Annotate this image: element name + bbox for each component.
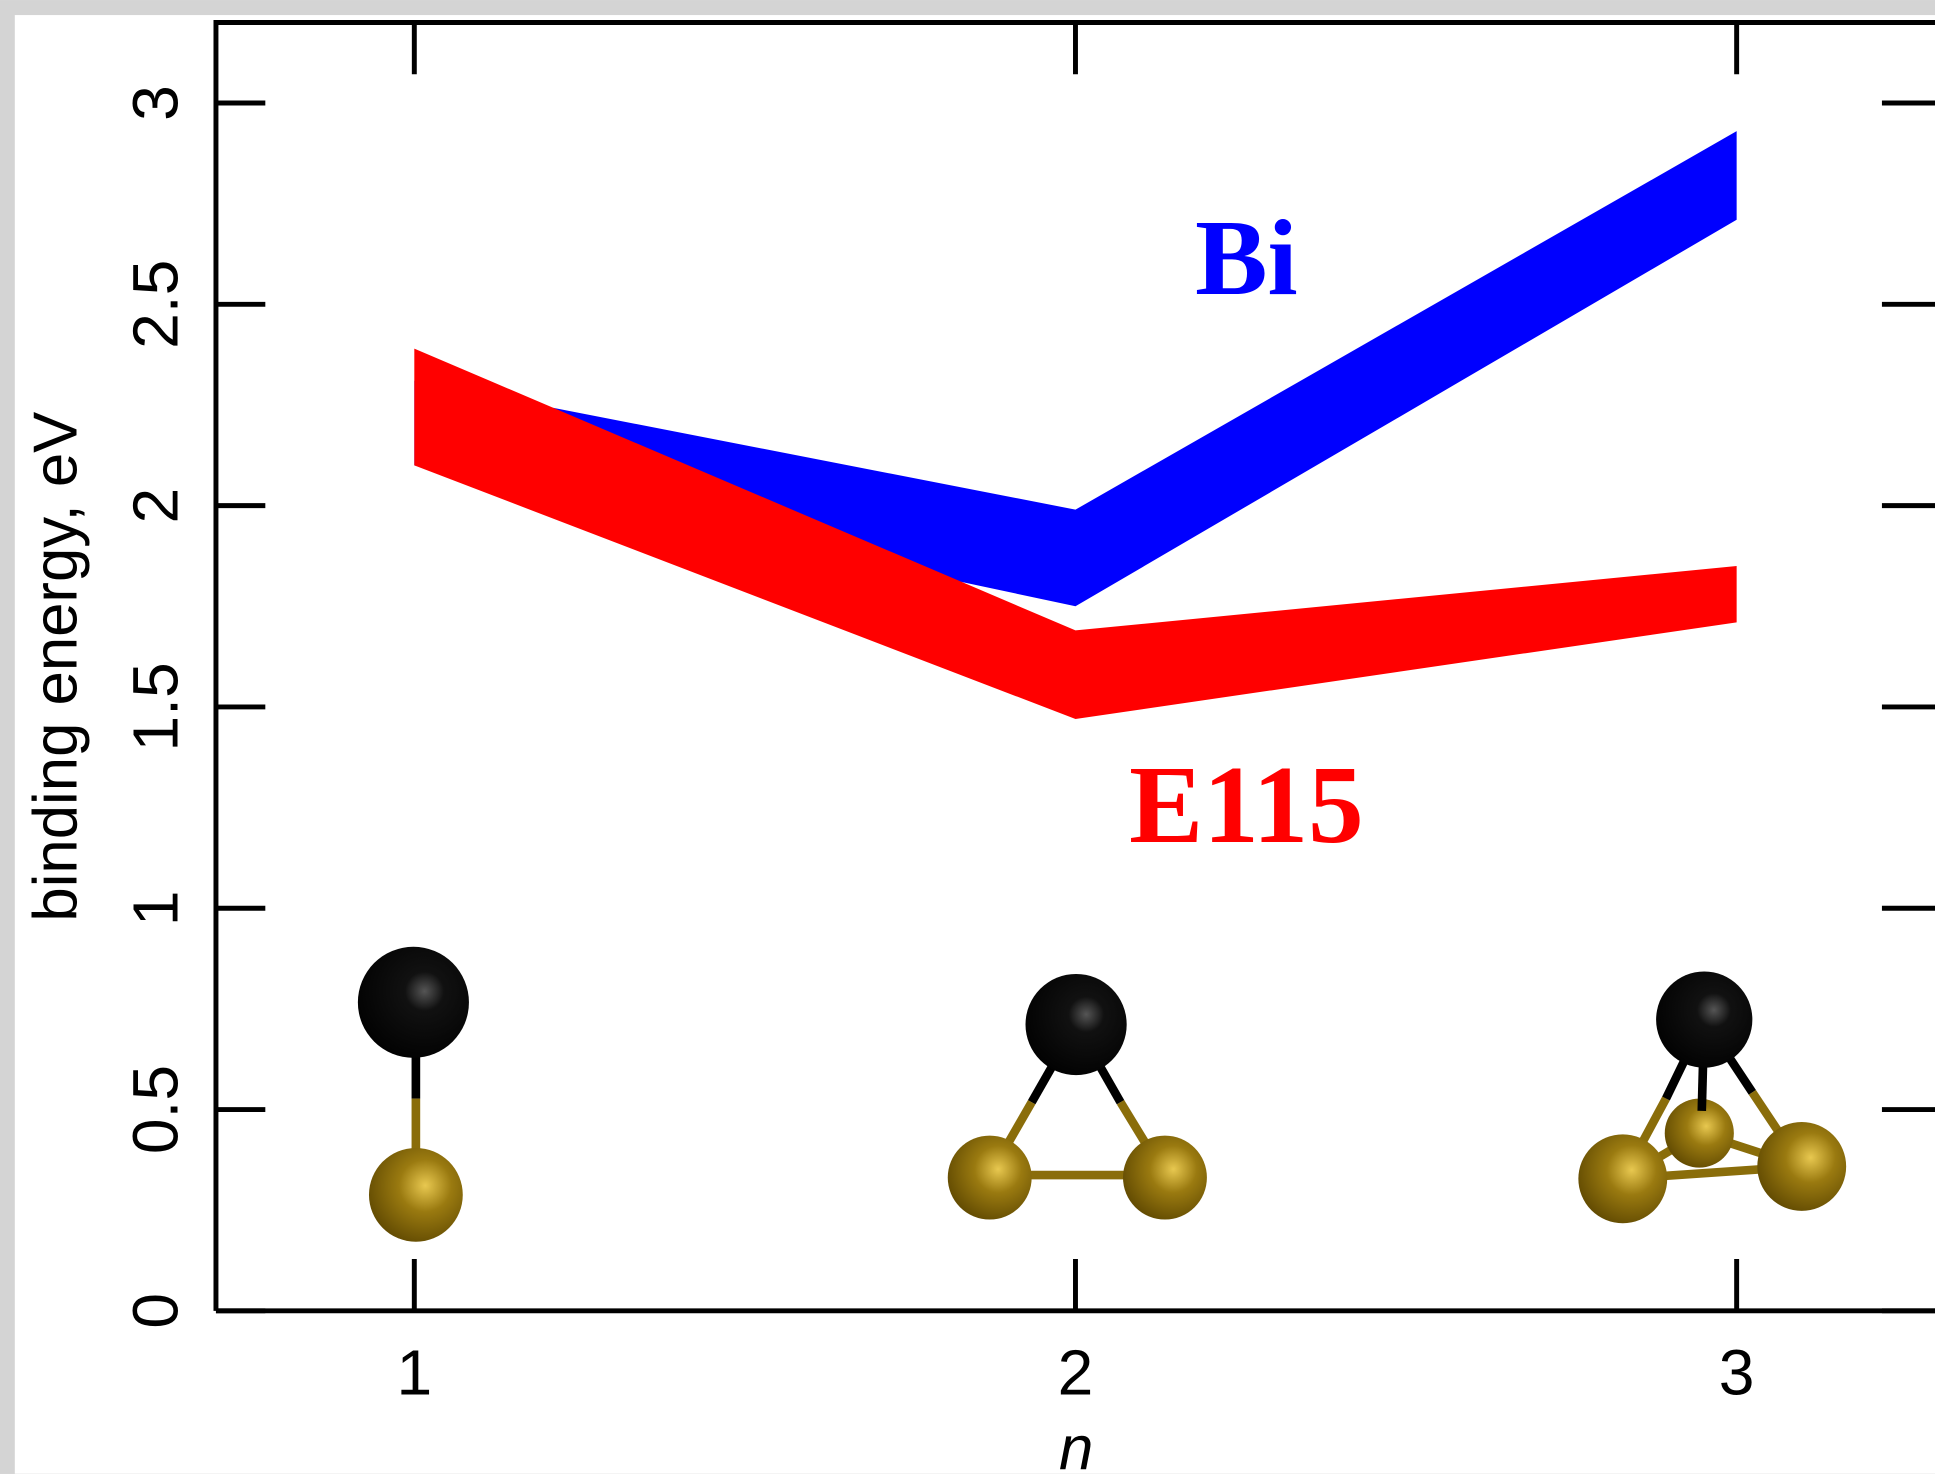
y-tick-label: 1 (119, 890, 191, 926)
series-label: E115 (1129, 744, 1364, 867)
series-label: Bi (1195, 198, 1298, 318)
x-tick-label: 2 (1058, 1337, 1094, 1409)
y-tick-label: 2 (119, 488, 191, 524)
x-tick-label: 3 (1719, 1337, 1755, 1409)
y-tick-label: 1.5 (119, 662, 191, 751)
y-tick-label: 3 (119, 85, 191, 121)
y-tick-label: 0 (119, 1293, 191, 1329)
y-tick-label: 0.5 (119, 1065, 191, 1154)
x-axis-label: n (1059, 1414, 1093, 1474)
x-tick-label: 1 (396, 1337, 432, 1409)
y-tick-label: 2.5 (119, 260, 191, 349)
y-axis-label: binding energy, eV (22, 412, 91, 922)
chart: Bi E115 0 0.5 1 1.5 2 2.5 3 1 2 3 binding energy, e… (0, 0, 1935, 1474)
